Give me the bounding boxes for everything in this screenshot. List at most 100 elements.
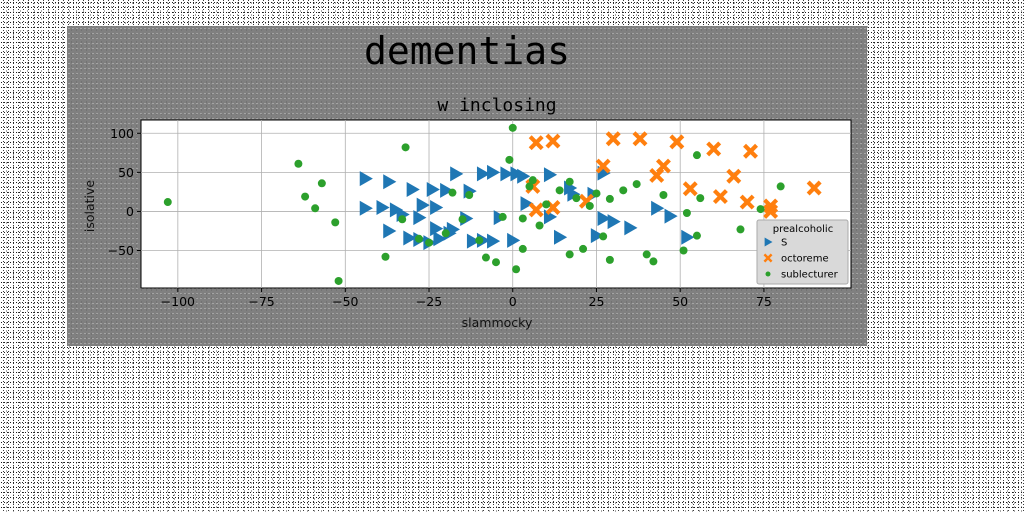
x-tick-label: 75 — [756, 294, 772, 309]
legend-box — [756, 219, 849, 285]
triangle-point — [376, 200, 390, 216]
circle-point — [572, 194, 581, 203]
circle-point — [776, 182, 785, 191]
circle-point — [592, 189, 601, 198]
circle-point — [535, 221, 544, 230]
x-point — [632, 131, 648, 147]
x-point — [528, 135, 544, 151]
x-point — [763, 203, 779, 219]
triangle-point — [426, 182, 440, 198]
x-point — [605, 131, 621, 147]
x-tick-label: 0 — [509, 294, 517, 309]
triangle-point — [450, 166, 464, 182]
triangle-point — [651, 200, 665, 216]
circle-point — [311, 204, 320, 213]
triangle-point — [476, 166, 491, 182]
y-tick-label: 0 — [126, 204, 134, 219]
circle-point — [425, 238, 434, 247]
circle-point — [525, 182, 534, 191]
circle-point — [512, 265, 521, 274]
x-tick-label: −100 — [161, 294, 195, 309]
circle-point — [692, 151, 701, 160]
circle-point — [528, 176, 537, 185]
circle-point — [448, 188, 457, 197]
legend-label: sublecturer — [781, 270, 839, 281]
legend-marker — [764, 237, 773, 247]
circle-point — [542, 200, 551, 209]
legend-marker — [763, 253, 773, 263]
triangle-point — [517, 168, 531, 184]
x-point — [669, 134, 685, 150]
circle-point — [642, 250, 651, 259]
triangle-point — [554, 229, 568, 245]
circle-point — [334, 276, 343, 285]
triangle-point — [466, 233, 481, 249]
triangle-point — [389, 202, 404, 218]
x-point — [545, 133, 561, 149]
circle-point — [682, 208, 691, 217]
triangle-point — [430, 200, 444, 216]
circle-point — [599, 232, 608, 241]
triangle-point — [624, 220, 638, 236]
circle-point — [498, 212, 507, 221]
circle-point — [605, 255, 614, 264]
axis-ticks: −100 −75 −50 −25 0 25 50 75 −50 0 50 100 — [108, 126, 772, 309]
y-axis-label: isolative — [82, 180, 97, 233]
x-tick-label: −75 — [248, 294, 274, 309]
triangle-point — [359, 171, 373, 187]
y-tick-label: 50 — [118, 165, 134, 180]
triangle-point — [440, 182, 454, 198]
triangle-point — [520, 196, 534, 212]
circle-point — [294, 159, 303, 168]
triangle-point — [500, 166, 514, 182]
x-tick-label: −25 — [416, 294, 442, 309]
circle-point — [481, 253, 490, 262]
triangle-point — [406, 182, 420, 198]
legend-marker — [765, 271, 771, 277]
triangle-point — [567, 186, 581, 202]
triangle-point — [433, 231, 447, 247]
circle-point — [492, 258, 500, 267]
x-tick-label: −50 — [332, 294, 358, 309]
legend-title: prealcoholic — [773, 224, 833, 235]
circle-point — [301, 192, 310, 201]
x-point — [739, 194, 755, 210]
circle-point — [619, 186, 628, 195]
triangle-point — [430, 221, 444, 237]
circle-point — [505, 155, 514, 164]
circle-point — [331, 218, 340, 227]
circle-point — [465, 191, 474, 200]
x-point — [806, 180, 822, 196]
triangle-point — [597, 210, 611, 226]
y-tick-label: −50 — [108, 243, 134, 258]
circle-point — [414, 234, 423, 243]
circle-point — [585, 201, 594, 210]
x-axis-label: slammocky — [462, 315, 533, 330]
legend-label: S — [781, 238, 787, 249]
circle-point — [679, 246, 688, 255]
circle-point — [696, 194, 705, 203]
scatter-chart: dementias w inclosing −100 −75 −50 −25 0 25 50… — [82, 29, 852, 330]
circle-point — [475, 236, 484, 245]
circle-point — [381, 252, 390, 261]
triangle-point — [607, 214, 621, 230]
circle-point — [518, 244, 527, 253]
circle-point — [692, 231, 701, 240]
chart-figure: dementias w inclosing −100 −75 −50 −25 0 25 50… — [67, 26, 867, 346]
triangle-point — [543, 167, 558, 183]
circle-point — [401, 143, 410, 152]
circle-point — [565, 250, 574, 259]
x-point — [743, 143, 758, 159]
x-point — [712, 189, 728, 205]
triangle-point — [487, 233, 501, 249]
triangle-point — [510, 166, 524, 182]
triangle-point — [413, 210, 427, 226]
circle-point — [736, 225, 745, 234]
circle-point — [508, 123, 517, 132]
triangle-point — [446, 221, 460, 237]
x-point — [528, 202, 544, 218]
circle-point — [458, 215, 467, 224]
circle-point — [163, 198, 172, 207]
